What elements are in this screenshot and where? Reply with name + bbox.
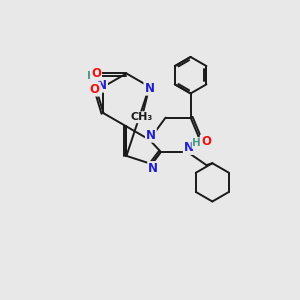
- Text: N: N: [144, 82, 154, 95]
- Text: CH₃: CH₃: [130, 112, 152, 122]
- Text: H: H: [192, 138, 201, 148]
- Text: O: O: [201, 135, 211, 148]
- Text: O: O: [91, 67, 101, 80]
- Text: H: H: [87, 71, 95, 81]
- Text: N: N: [146, 129, 156, 142]
- Text: N: N: [97, 79, 107, 92]
- Text: N: N: [148, 162, 158, 175]
- Text: N: N: [184, 141, 194, 154]
- Text: O: O: [90, 82, 100, 96]
